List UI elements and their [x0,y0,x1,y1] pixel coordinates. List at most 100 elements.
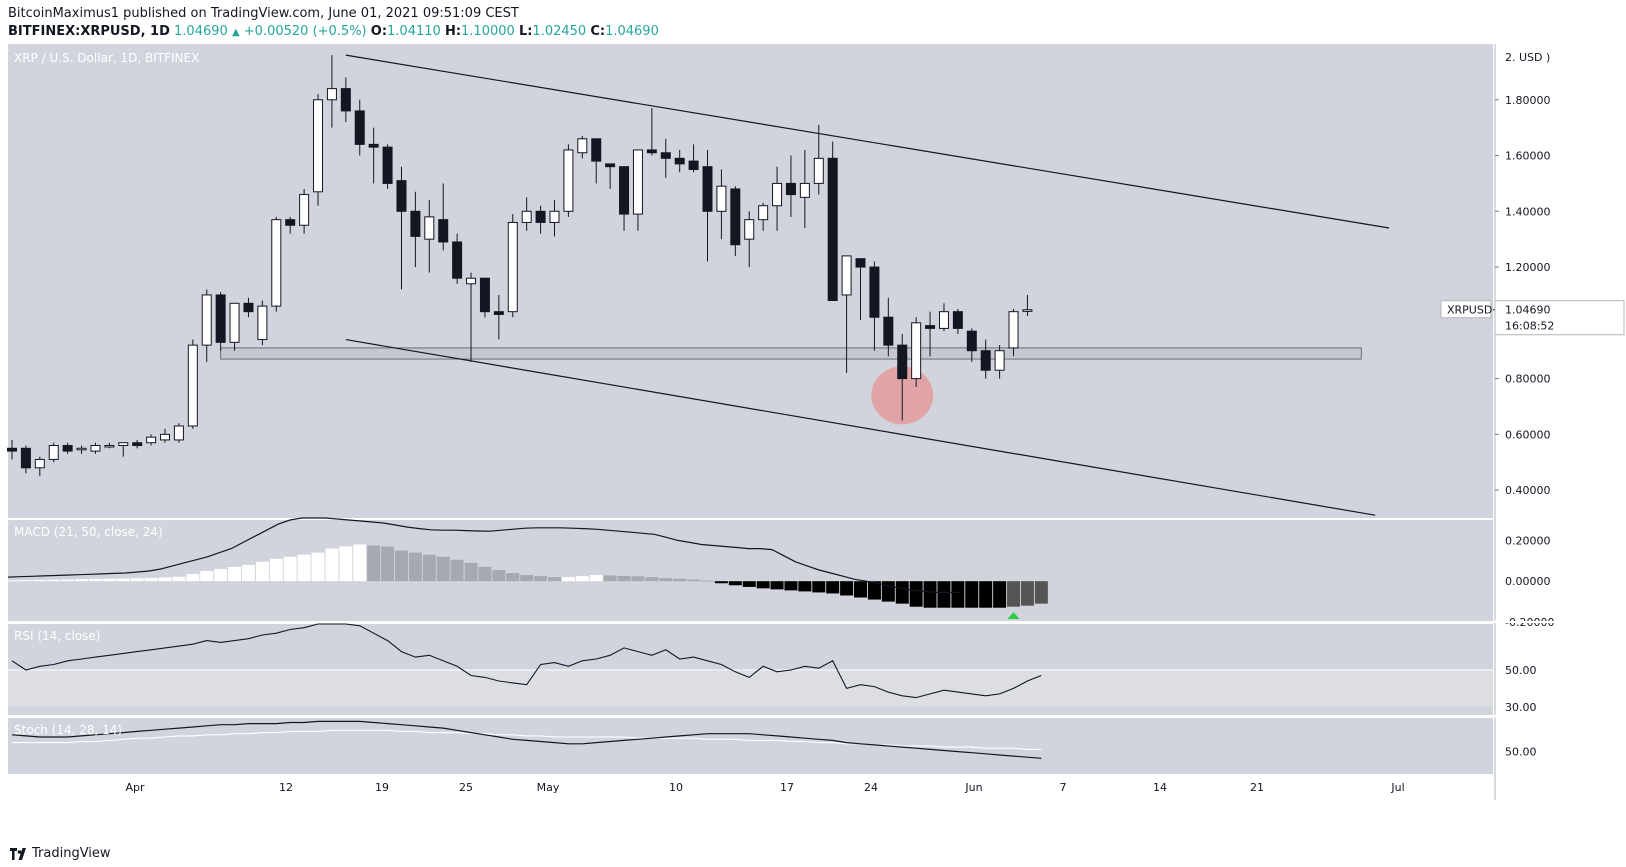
candle-down [688,160,699,170]
symbol-label: BITFINEX:XRPUSD, 1D [8,24,170,39]
candle-down [952,311,963,329]
macd-histogram-bar [436,556,450,582]
macd-histogram-bar [784,581,798,591]
macd-histogram-bar [534,576,548,582]
macd-histogram-bar [478,566,492,582]
support-zone [220,347,1362,360]
price-axis-unit-label: 2. USD ) [1505,51,1550,64]
candle-down [20,447,31,469]
candle-up [187,344,198,427]
macd-histogram-bar [186,574,200,582]
low-value: 1.02450 [532,24,587,39]
macd-histogram-bar [895,581,909,604]
time-tick-label: 12 [279,781,293,794]
macd-histogram-bar [88,578,102,582]
candle-down [869,266,880,318]
candle-up [577,138,588,154]
publish-line: BitcoinMaximus1 published on TradingView… [8,6,519,21]
macd-histogram-bar [631,576,645,582]
candle-down [452,241,463,279]
candle-down [619,166,630,215]
macd-histogram-bar [228,566,242,582]
candle-up [118,442,129,447]
candle-down [855,258,866,268]
open-label: O: [370,24,388,39]
high-label: H: [444,24,462,39]
macd-line [7,517,960,594]
candle-up [758,205,769,221]
macd-histogram-bar [339,546,353,582]
candle-down [660,152,671,159]
stoch-tick-label: 50.00 [1505,746,1537,759]
price-change: +0.00520 (+0.5%) [243,24,367,39]
macd-histogram-bar [617,575,631,582]
time-axis [8,774,1493,800]
macd-histogram-bar [1020,581,1034,606]
macd-histogram-bar [450,559,464,582]
macd-histogram-bar [5,580,19,582]
macd-histogram-bar [158,577,172,582]
price-tick-label: 0.60000 [1505,428,1551,441]
last-price: 1.04690 [174,24,228,39]
macd-histogram-bar [701,580,714,582]
macd-histogram-bar [687,579,701,582]
tradingview-logo[interactable]: TradingView [10,846,111,861]
candle-down [925,325,936,329]
author-name[interactable]: BitcoinMaximus1 [8,6,120,21]
candle-up [424,216,435,240]
macd-histogram-bar [520,575,534,582]
macd-histogram-bar [826,581,840,594]
macd-histogram-bar [575,576,589,582]
candle-up [326,88,337,101]
macd-histogram-bar [367,545,381,582]
time-tick-label: Jul [1390,781,1404,794]
macd-histogram-bar [965,581,979,608]
candle-up [716,185,727,212]
candle-up [271,219,282,307]
macd-histogram-bar [394,550,408,582]
candle-up [466,277,477,285]
macd-histogram-bar [47,579,61,582]
candle-down [730,188,741,246]
macd-histogram-bar [993,581,1007,608]
macd-title: MACD (21, 50, close, 24) [14,525,163,539]
candle-up [549,210,560,223]
macd-histogram-bar [673,578,687,582]
time-tick-label: May [537,781,560,794]
high-value: 1.10000 [461,24,515,39]
candle-up [48,445,59,460]
candle-down [62,445,73,452]
macd-histogram-bar [1007,581,1021,607]
candle-up [160,433,171,441]
time-tick-label: 7 [1060,781,1067,794]
close-label: C: [590,24,606,39]
candle-down [410,210,421,237]
time-tick-label: Jun [964,781,982,794]
macd-histogram-bar [561,577,575,582]
macd-histogram-bar [144,577,158,582]
time-tick-label: Apr [125,781,145,794]
macd-histogram-bar [854,581,868,598]
macd-histogram-bar [909,581,923,607]
time-tick-label: 24 [864,781,878,794]
macd-histogram-bar [547,577,561,582]
close-value: 1.04690 [605,24,659,39]
candle-down [897,344,908,380]
low-label: L: [518,24,533,39]
candle-up [799,182,810,198]
candle-up [772,182,783,207]
macd-histogram-bar [645,577,659,582]
macd-histogram-bar [297,554,311,582]
price-tick-label: 1.60000 [1505,150,1551,163]
time-tick-label: 14 [1153,781,1167,794]
macd-histogram-bar [603,575,617,582]
macd-histogram-bar [269,558,283,582]
macd-histogram-bar [283,556,297,582]
chart-canvas[interactable]: 0.400000.600000.800001.000001.200001.400… [0,44,1626,841]
chart-header: BitcoinMaximus1 published on TradingView… [0,0,1626,44]
up-arrow-icon: ▲ [231,27,240,38]
candle-down [980,350,991,371]
macd-histogram-bar [255,561,269,582]
macd-histogram-bar [200,571,214,582]
macd-histogram-bar [61,579,75,582]
